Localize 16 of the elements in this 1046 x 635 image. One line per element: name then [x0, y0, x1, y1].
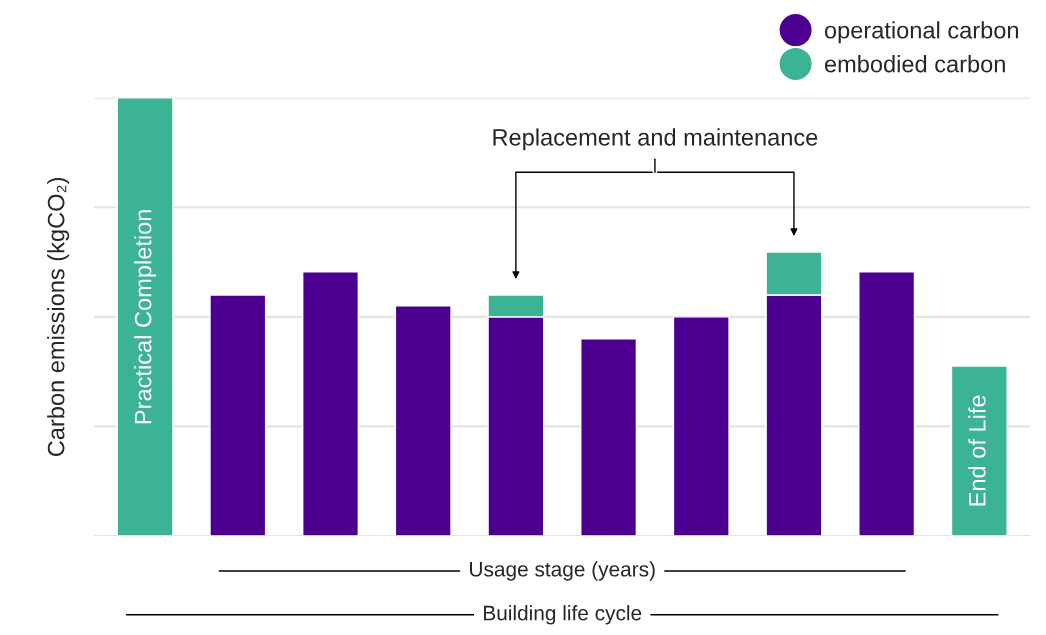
- bar: [209, 294, 267, 536]
- bar: [950, 365, 1008, 536]
- legend-label: operational carbon: [824, 21, 1018, 44]
- bar: [672, 316, 730, 536]
- annotation: Practical Completion: [134, 210, 157, 424]
- y-axis-title: Carbon emissions (kgCO₂): [47, 177, 70, 457]
- annotation: Replacement and maintenance: [493, 128, 818, 151]
- bar: [580, 338, 638, 536]
- bar: [301, 271, 360, 536]
- bar: [858, 271, 916, 536]
- annotation: End of Life: [968, 395, 986, 506]
- legend-label: embodied carbon: [824, 55, 1005, 73]
- bar: [394, 305, 452, 536]
- text: Building life cycle: [484, 605, 642, 625]
- text: Usage stage (years): [470, 561, 655, 581]
- bar: [116, 97, 174, 536]
